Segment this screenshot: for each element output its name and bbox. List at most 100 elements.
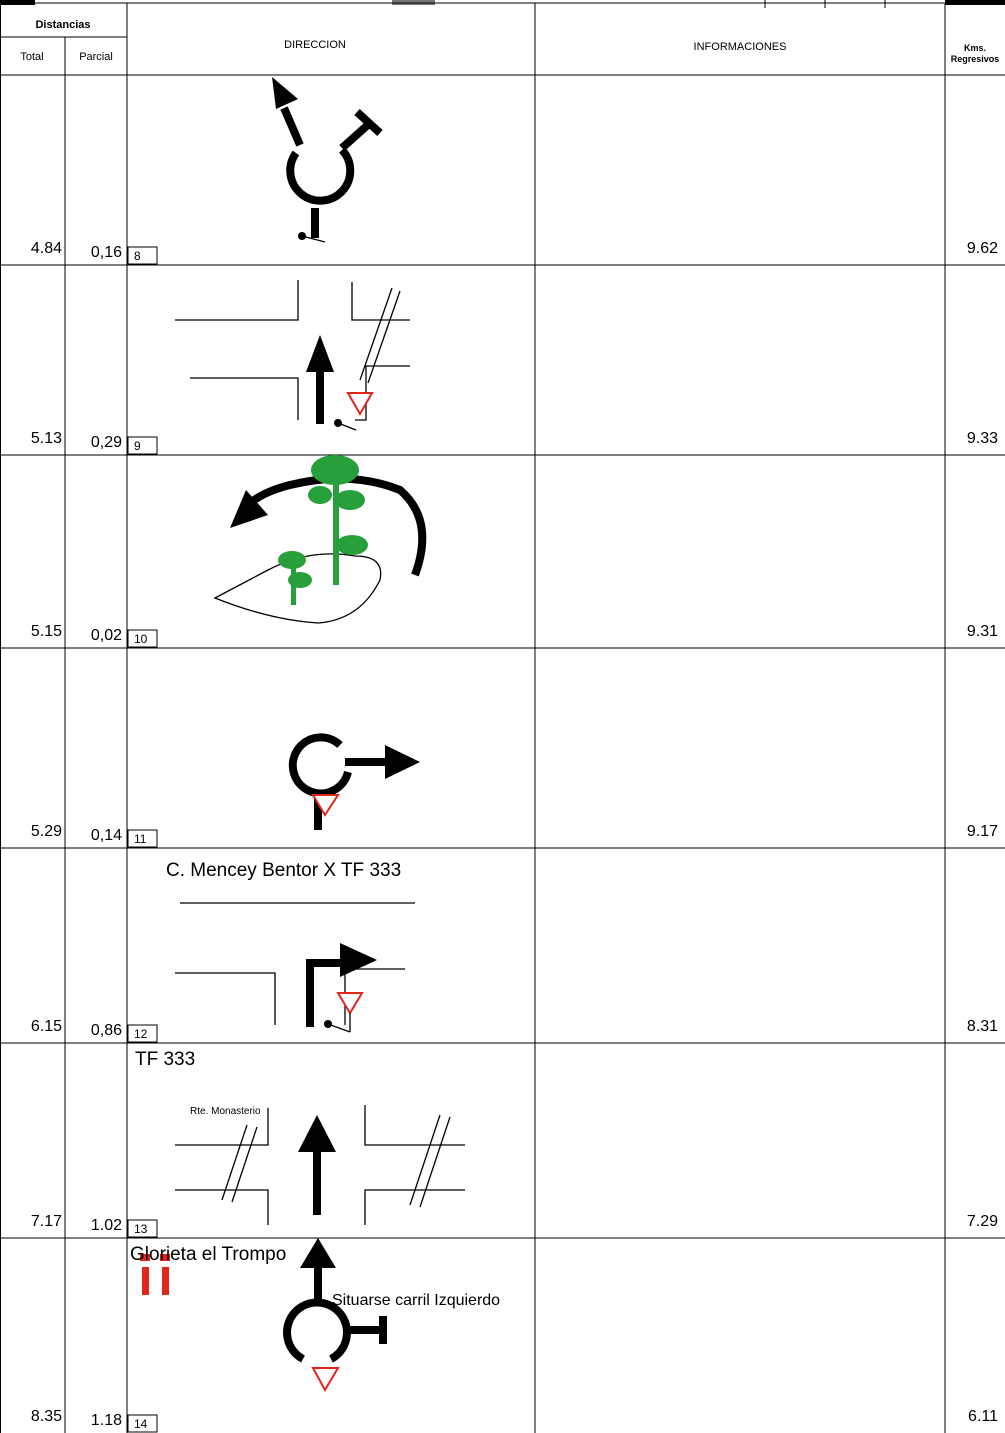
step-number: 8 [134,249,141,263]
straight-diagram-part [419,1116,451,1208]
partial-distance: 0,29 [91,434,122,451]
partial-distance: 1.02 [91,1217,122,1234]
total-distance: 4.84 [31,240,62,257]
partial-distance: 1.18 [91,1412,122,1429]
roundabout-diagram-part [272,77,298,109]
turn-right-diagram-part [327,1023,351,1033]
header-direction: DIRECCION [284,39,346,51]
kms-remaining: 9.62 [967,240,998,257]
island-diagram-part [278,455,368,605]
total-distance: 7.17 [31,1213,62,1230]
rows: 4.84 0,16 8 9.62 5.13 0,29 9 9.33 5.15 0,02 10 9.31… [31,240,998,1433]
label-box [185,1100,267,1120]
header-kms: Regresivos [951,54,1000,64]
straight-diagram-part [298,1115,336,1152]
island-diagram-part-part [311,455,359,485]
row-caption: C. Mencey Bentor X TF 333 [166,860,401,881]
turn-right-diagram [175,902,415,1033]
roundabout-diagram [288,733,420,830]
row-caption: Glorieta el Trompo [130,1244,286,1265]
roundabout-diagram [272,77,383,243]
roundabout-diagram-part-part [162,1267,169,1295]
roundabout-diagram-part [286,147,355,205]
step-box [127,1024,158,1043]
total-distance: 5.29 [31,823,62,840]
roundabout-diagram-part [140,1254,170,1295]
island-diagram-part [230,490,268,528]
step-number: 12 [134,1027,148,1041]
island-diagram-part-part [333,480,339,585]
row-note: Situarse carril Izquierdo [332,1292,500,1309]
kms-remaining: 9.33 [967,430,998,447]
partial-distance: 0,16 [91,244,122,261]
roundabout-diagram-part-part [140,1254,150,1261]
roundabout-diagram-part [354,109,383,136]
partial-distance: 0,86 [91,1022,122,1039]
step-number: 9 [134,439,141,453]
straight-diagram [175,1105,465,1225]
turn-right-diagram-part [340,943,377,977]
crossing-diagram-part [306,335,334,372]
straight-diagram-part [231,1126,258,1203]
step-number: 11 [134,832,147,846]
kms-remaining: 8.31 [967,1018,998,1035]
roundabout-diagram-part-part [160,1254,170,1261]
turn-right-diagram-part [175,972,276,1025]
crossing-diagram-part [190,377,299,420]
kms-remaining: 6.11 [968,1408,998,1425]
roundabout-diagram-part [385,745,420,779]
island-diagram-part [245,474,427,577]
roundabout-diagram-part-part [142,1267,149,1295]
total-distance: 6.15 [31,1018,62,1035]
straight-diagram-part [364,1105,465,1146]
step-box [127,436,158,455]
island-diagram-part-part [291,560,296,605]
roundabout-diagram-part [280,106,304,147]
header-distances: Distancias [35,19,90,31]
island-diagram-part-part [308,486,332,504]
row-label: Rte. Monasterio [190,1106,261,1117]
step-box [127,829,158,848]
island-diagram [213,455,427,624]
roundabout-diagram-part [301,235,326,243]
step-box [127,629,158,648]
partial-distance: 0,02 [91,627,122,644]
turn-right-diagram-part [306,959,345,1027]
straight-diagram-part [175,1108,269,1146]
kms-remaining: 9.31 [967,623,998,640]
header-partial: Parcial [79,51,113,63]
header-total: Total [20,51,43,63]
crossing-diagram-part [346,392,374,417]
step-box [127,246,158,265]
roundabout-diagram-part [300,1238,336,1268]
roundabout-diagram-part [283,1298,351,1363]
step-number: 10 [134,632,148,646]
crossing-diagram-part [359,287,393,381]
island-diagram-part [213,553,382,624]
kms-remaining: 7.29 [967,1213,998,1230]
step-number: 13 [134,1222,148,1236]
row-caption: TF 333 [135,1049,195,1070]
header-information: INFORMACIONES [694,41,787,53]
turn-right-diagram-part [336,992,364,1015]
step-box [127,1414,158,1433]
partial-distance: 0,14 [91,827,122,844]
header-kms: Kms. [964,43,986,53]
crossing-diagram-part [175,280,299,321]
crossing-diagram-part [367,290,401,384]
roundabout-diagram-part [311,794,340,817]
captions: C. Mencey Bentor X TF 333 TF 333 Rte. Mo… [130,860,500,1309]
roundabout-diagram-part [339,120,373,151]
step-box [127,1219,158,1238]
straight-diagram-part [409,1114,441,1206]
island-diagram-part-part [335,490,365,510]
total-distance: 8.35 [31,1408,62,1425]
total-distance: 5.13 [31,430,62,447]
step-number: 14 [134,1417,148,1431]
total-distance: 5.15 [31,623,62,640]
crossing-diagram [175,280,410,431]
crossing-diagram-part [351,282,410,321]
straight-diagram-part [364,1189,465,1225]
